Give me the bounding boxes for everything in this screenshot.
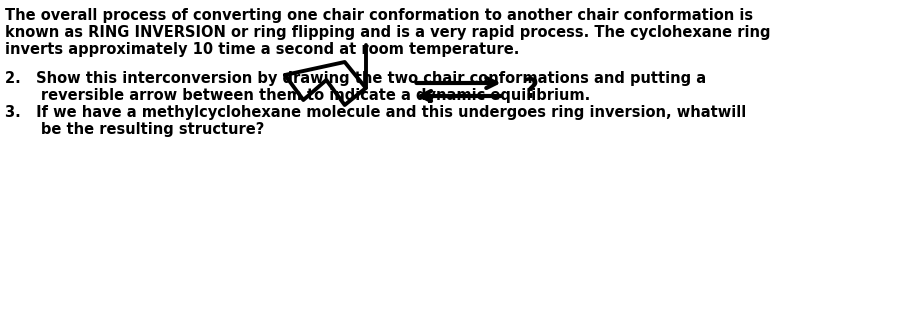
- Text: known as RING INVERSION or ring flipping and is a very rapid process. The cycloh: known as RING INVERSION or ring flipping…: [4, 25, 770, 40]
- Text: reversible arrow between them to indicate a dynamic equilibrium.: reversible arrow between them to indicat…: [4, 88, 590, 103]
- Text: be the resulting structure?: be the resulting structure?: [4, 122, 264, 137]
- Text: ?: ?: [522, 76, 539, 104]
- Text: inverts approximately 10 time a second at room temperature.: inverts approximately 10 time a second a…: [4, 42, 519, 57]
- Text: 2.   Show this interconversion by drawing the two chair conformations and puttin: 2. Show this interconversion by drawing …: [4, 71, 706, 86]
- Text: 3.   If we have a methylcyclohexane molecule and this undergoes ring inversion, : 3. If we have a methylcyclohexane molecu…: [4, 105, 746, 120]
- Text: The overall process of converting one chair conformation to another chair confor: The overall process of converting one ch…: [4, 8, 752, 23]
